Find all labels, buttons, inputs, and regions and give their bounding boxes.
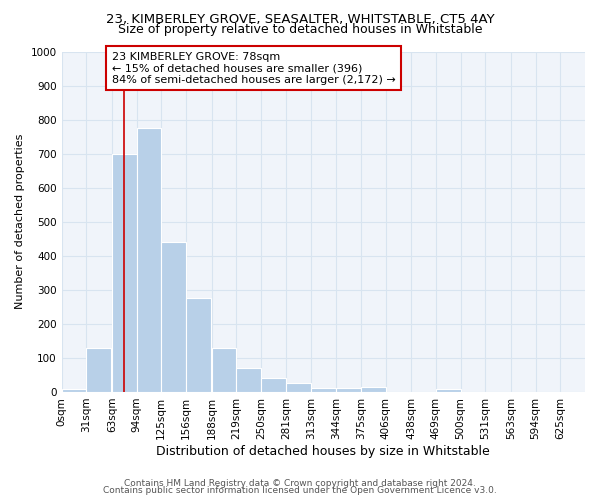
Bar bbox=[161, 242, 186, 392]
Bar bbox=[361, 387, 386, 392]
Bar bbox=[62, 389, 86, 392]
Bar bbox=[112, 154, 137, 392]
Text: Contains HM Land Registry data © Crown copyright and database right 2024.: Contains HM Land Registry data © Crown c… bbox=[124, 478, 476, 488]
Text: Size of property relative to detached houses in Whitstable: Size of property relative to detached ho… bbox=[118, 22, 482, 36]
X-axis label: Distribution of detached houses by size in Whitstable: Distribution of detached houses by size … bbox=[157, 444, 490, 458]
Bar bbox=[261, 378, 286, 392]
Bar bbox=[336, 388, 361, 392]
Bar bbox=[186, 298, 211, 392]
Bar bbox=[137, 128, 161, 392]
Text: 23 KIMBERLEY GROVE: 78sqm
← 15% of detached houses are smaller (396)
84% of semi: 23 KIMBERLEY GROVE: 78sqm ← 15% of detac… bbox=[112, 52, 395, 84]
Text: 23, KIMBERLEY GROVE, SEASALTER, WHITSTABLE, CT5 4AY: 23, KIMBERLEY GROVE, SEASALTER, WHITSTAB… bbox=[106, 12, 494, 26]
Bar bbox=[212, 348, 236, 392]
Text: Contains public sector information licensed under the Open Government Licence v3: Contains public sector information licen… bbox=[103, 486, 497, 495]
Bar bbox=[286, 384, 311, 392]
Bar bbox=[311, 388, 336, 392]
Y-axis label: Number of detached properties: Number of detached properties bbox=[15, 134, 25, 310]
Bar bbox=[86, 348, 111, 392]
Bar bbox=[236, 368, 261, 392]
Bar bbox=[436, 389, 461, 392]
